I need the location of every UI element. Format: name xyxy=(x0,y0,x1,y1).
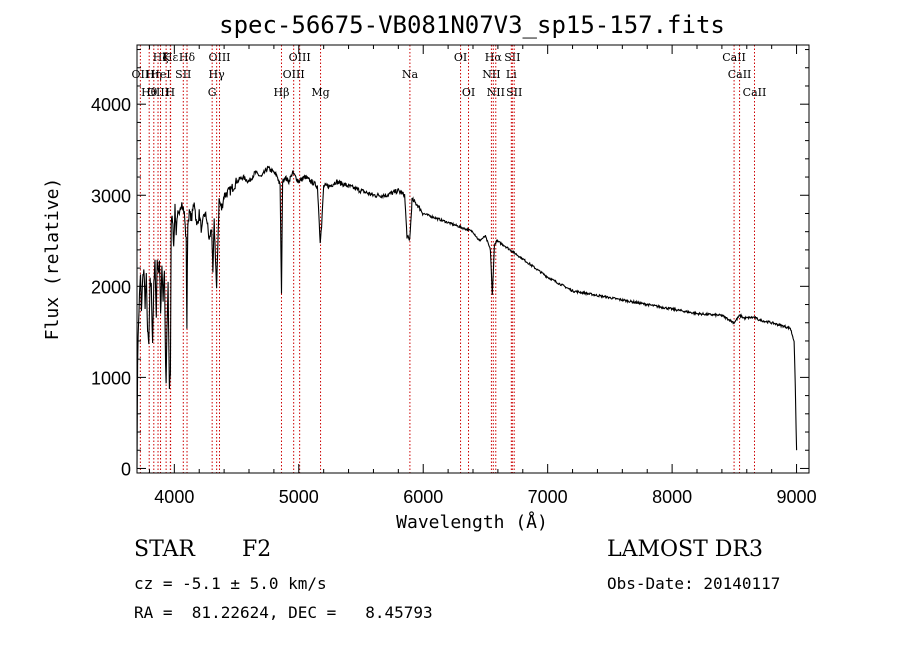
axis-ticks: 4000 5000 6000 7000 8000 9000 0 1000 2000 3000 400… xyxy=(91,45,817,507)
line-marker-label: OIII xyxy=(289,51,311,64)
line-marker-label: CaII xyxy=(743,86,767,99)
line-marker-label: Mg xyxy=(311,86,329,99)
line-marker-label: Hδ xyxy=(179,51,196,64)
chart-title: spec-56675-VB081N07V3_sp15-157.fits xyxy=(219,11,725,39)
spectrum-series xyxy=(136,165,798,469)
x-axis-label: Wavelength (Å) xyxy=(396,511,548,533)
line-marker-label: CaII xyxy=(722,51,746,64)
line-marker-label: CaII xyxy=(728,68,752,81)
line-marker-label: OII xyxy=(132,68,150,81)
line-marker-label: Hε xyxy=(163,51,179,64)
line-marker-label: OIII xyxy=(283,68,305,81)
line-marker-label: Hγ xyxy=(209,68,226,81)
line-marker-label: SII xyxy=(175,68,191,81)
spectrum-line xyxy=(136,165,798,469)
line-marker-label: H xyxy=(166,86,176,99)
y-tick-label: 4000 xyxy=(91,95,131,115)
line-marker-label: Hα xyxy=(485,51,503,64)
y-axis-label: Flux (relative) xyxy=(42,178,63,341)
object-subclass: F2 xyxy=(242,537,272,562)
y-tick-label: 2000 xyxy=(91,277,131,297)
x-tick-label: 6000 xyxy=(403,487,443,507)
coordinates: RA = 81.22624, DEC = 8.45793 xyxy=(134,603,433,622)
line-marker-label: Li xyxy=(506,68,517,81)
line-marker-label: Na xyxy=(402,68,419,81)
line-marker-label: OIII xyxy=(147,86,169,99)
line-marker-label: Hβ xyxy=(274,86,290,99)
x-tick-label: 7000 xyxy=(528,487,568,507)
y-tick-label: 3000 xyxy=(91,186,131,206)
redshift-value: cz = -5.1 ± 5.0 km/s xyxy=(134,574,327,593)
x-tick-label: 9000 xyxy=(777,487,817,507)
line-marker-label: OI xyxy=(462,86,475,99)
line-marker-label: OIII xyxy=(208,51,230,64)
y-tick-label: 1000 xyxy=(91,368,131,388)
line-marker-label: SII xyxy=(506,86,522,99)
y-tick-label: 0 xyxy=(121,459,131,479)
x-tick-label: 5000 xyxy=(279,487,319,507)
line-marker-label: Hθ xyxy=(141,86,158,99)
line-marker-label: NII xyxy=(487,86,505,99)
plot-frame xyxy=(136,44,810,474)
x-tick-label: 8000 xyxy=(652,487,692,507)
line-marker-label: K xyxy=(162,51,171,64)
obs-date: Obs-Date: 20140117 xyxy=(607,574,781,593)
survey-name: LAMOST DR3 xyxy=(607,537,763,562)
line-marker-label: NII xyxy=(482,68,500,81)
x-tick-label: 4000 xyxy=(154,487,194,507)
object-class: STAR xyxy=(134,537,195,562)
line-marker-label: OI xyxy=(454,51,467,64)
line-marker-label: G xyxy=(208,86,217,99)
line-marker-label: HeI xyxy=(150,68,170,81)
line-marker-label: SII xyxy=(504,51,520,64)
line-marker-label: Hζ xyxy=(153,51,169,64)
